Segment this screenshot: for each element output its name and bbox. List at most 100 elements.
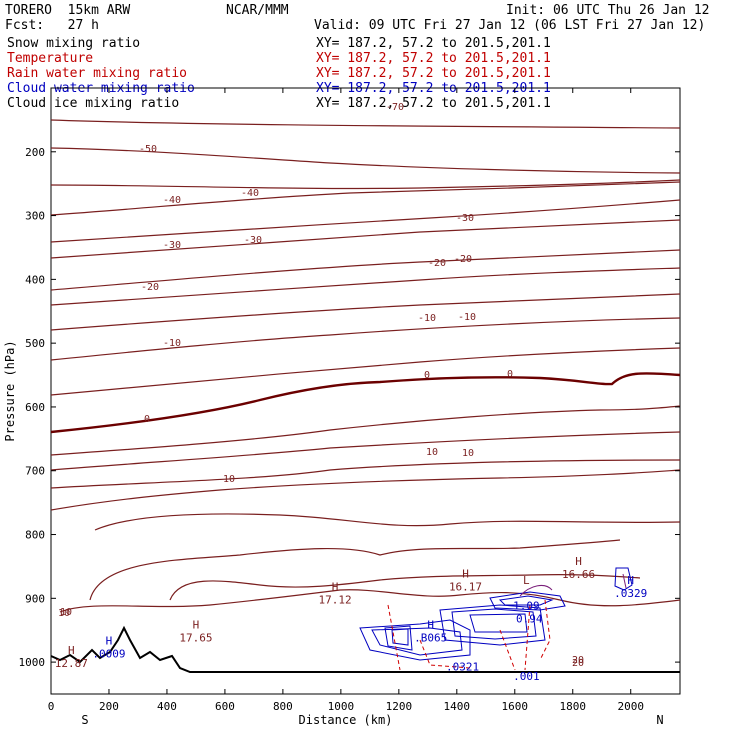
y-tick-label: 800 xyxy=(25,529,45,542)
cloud-extremum-value: .0329 xyxy=(614,587,647,600)
x-tick-label: 1200 xyxy=(386,700,413,713)
extremum-mark: L xyxy=(523,574,530,587)
isotherm-group xyxy=(50,119,681,613)
rain-water-contour xyxy=(499,629,516,671)
x-tick-label: 200 xyxy=(99,700,119,713)
isotherm-line xyxy=(169,574,641,601)
isotherm-line xyxy=(50,119,681,129)
isotherm-label: -40 xyxy=(163,195,181,206)
isotherm-line xyxy=(50,459,681,489)
isotherm-line xyxy=(50,267,681,306)
isotherm-label: 10 xyxy=(223,474,235,485)
cloud-water-contour xyxy=(451,608,537,640)
center-label: NCAR/MMM xyxy=(226,3,289,18)
isotherm-label: -20 xyxy=(454,254,472,265)
isotherm-label: -20 xyxy=(428,258,446,269)
x-tick-label: 400 xyxy=(157,700,177,713)
y-tick-label: 900 xyxy=(25,592,45,605)
cloud-water-contour xyxy=(391,628,409,646)
x-tick-label: 1400 xyxy=(444,700,471,713)
y-tick-label: 1000 xyxy=(19,656,46,669)
extremum-value: 16.66 xyxy=(562,568,595,581)
cloud-extremum-value: 1.09 xyxy=(513,600,540,613)
legend-xy-temperature: XY= 187.2, 57.2 to 201.5,201.1 xyxy=(316,51,551,66)
x-tick-label: 800 xyxy=(273,700,293,713)
isotherm-label: -10 xyxy=(163,338,181,349)
extremum-value: 12.87 xyxy=(55,657,88,670)
snow-contour xyxy=(519,584,553,597)
snow-contour xyxy=(622,573,627,589)
legend-label-cloud-ice: Cloud ice mixing ratio xyxy=(7,96,180,111)
misc-contour-label: -70 xyxy=(386,102,404,113)
x-tick-label: 1800 xyxy=(560,700,587,713)
isotherm-line xyxy=(94,513,681,531)
forecast-label: Fcst: 27 h xyxy=(5,18,99,33)
isotherm-line xyxy=(559,599,681,607)
isotherm-label: 0 xyxy=(507,369,513,380)
x-end-label-left: S xyxy=(81,713,88,727)
isotherm-line xyxy=(50,347,681,396)
isotherm-label: 20 xyxy=(572,655,584,666)
legend-label-rain: Rain water mixing ratio xyxy=(7,66,188,81)
x-tick-label: 0 xyxy=(48,700,55,713)
cloud-extremum-value: 0.94 xyxy=(516,612,543,625)
isotherm-label: -30 xyxy=(163,240,181,251)
legend-xy-cloud-ice: XY= 187.2, 57.2 to 201.5,201.1 xyxy=(316,96,551,111)
y-axis-label: Pressure (hPa) xyxy=(3,340,17,441)
y-tick-label: 500 xyxy=(25,337,45,350)
cloud-water-group xyxy=(359,567,633,661)
legend-label-snow: Snow mixing ratio xyxy=(7,36,141,51)
isotherm-label: 0 xyxy=(424,370,430,381)
isotherm-label: -10 xyxy=(418,313,436,324)
extremum-mark: H xyxy=(68,644,75,657)
extremum-value: 17.12 xyxy=(319,593,352,606)
x-tick-label: 1000 xyxy=(328,700,355,713)
misc-contour-label: 10 xyxy=(58,608,70,619)
isotherm-line xyxy=(50,179,681,190)
cloud-extremum-value: .B065 xyxy=(414,632,447,645)
isotherm-label: -10 xyxy=(458,312,476,323)
axes-group: 0 200 400 600 800 1000 1200 1400 1600 1800 2000200… xyxy=(3,88,680,727)
isotherm-line xyxy=(50,181,681,216)
isotherm-line xyxy=(59,589,561,613)
cloud-extremum-mark: H xyxy=(627,574,634,587)
rain-water-group xyxy=(387,599,551,671)
isotherm-label: -30 xyxy=(456,213,474,224)
cloud-extremum-mark: H xyxy=(106,635,113,648)
y-tick-label: 300 xyxy=(25,210,45,223)
snow-group xyxy=(519,573,627,597)
y-tick-label: 700 xyxy=(25,465,45,478)
cloud-water-contour xyxy=(384,625,413,651)
isotherm-label: 10 xyxy=(60,607,72,618)
cloud-extremum-value: .0321 xyxy=(446,660,479,673)
x-tick-label: 1600 xyxy=(502,700,529,713)
isotherm-line xyxy=(50,431,681,471)
isotherm-line xyxy=(50,199,681,243)
legend-xy-rain: XY= 187.2, 57.2 to 201.5,201.1 xyxy=(316,66,551,81)
y-tick-label: 200 xyxy=(25,146,45,159)
cloud-extremum-mark: H xyxy=(427,619,434,632)
init-label: Init: 06 UTC Thu 26 Jan 12 xyxy=(506,3,710,18)
isotherm-line xyxy=(50,469,681,511)
y-tick-label: 400 xyxy=(25,273,45,286)
cloud-water-contour xyxy=(469,613,528,633)
isotherm-line xyxy=(50,249,681,291)
extremum-value: 17.65 xyxy=(179,632,212,645)
x-end-label-right: N xyxy=(656,713,663,727)
cloud-water-contour xyxy=(371,627,463,656)
isotherm-label: -30 xyxy=(244,235,262,246)
isotherm-label: -40 xyxy=(241,188,259,199)
isotherm-label: -50 xyxy=(139,144,157,155)
y-tick-label: 600 xyxy=(25,401,45,414)
legend-label-temperature: Temperature xyxy=(7,51,94,66)
extremum-mark: H xyxy=(575,555,582,568)
contour-labels-group: -50 -40 -40 -30 -30 -30 -20 -20 -20 -10 -10 -10 0 0 0 1… xyxy=(55,102,648,683)
isotherm-line xyxy=(50,147,681,174)
legend-xy-snow: XY= 187.2, 57.2 to 201.5,201.1 xyxy=(316,36,551,51)
valid-label: Valid: 09 UTC Fri 27 Jan 12 (06 LST Fri … xyxy=(314,18,706,33)
extremum-mark: H xyxy=(193,619,200,632)
terrain-line xyxy=(50,625,680,673)
isotherm-line xyxy=(89,539,621,601)
cloud-water-contour xyxy=(498,595,554,606)
